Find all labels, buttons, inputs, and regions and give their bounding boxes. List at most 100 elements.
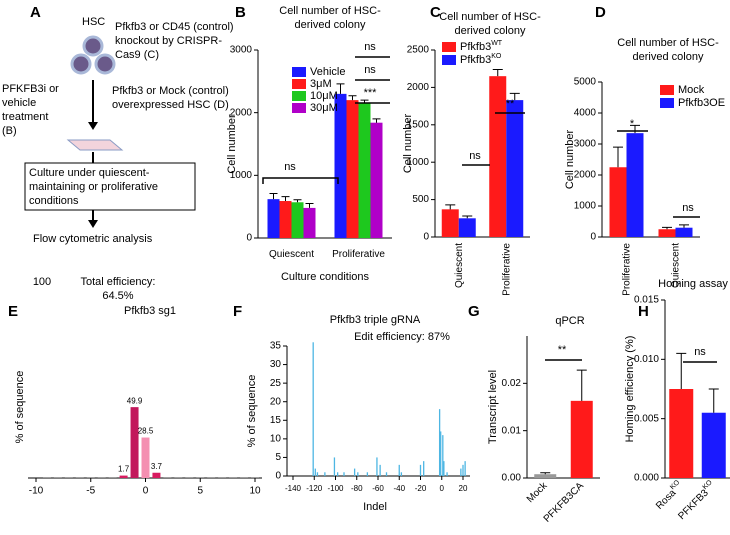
chart-title: Cell number of HSC-derived colony xyxy=(439,11,541,37)
error-bar xyxy=(492,68,503,77)
diagram-text: HSC xyxy=(82,16,106,28)
x-tick-label: -5 xyxy=(86,486,95,497)
bar xyxy=(207,477,216,478)
legend-swatch xyxy=(292,103,306,113)
bar xyxy=(440,431,442,476)
y-tick-label: 0.015 xyxy=(634,295,659,306)
bar xyxy=(458,218,476,237)
annotation: ns xyxy=(682,202,694,214)
legend-label-main: Mock xyxy=(678,84,705,96)
diagram-text: Flow cytometric analysis xyxy=(33,233,153,245)
y-tick-label: 2500 xyxy=(407,45,430,56)
chart-title: Cell number of HSC-derived colony xyxy=(617,37,719,63)
annotation: 100 xyxy=(33,276,51,288)
error-bar xyxy=(348,95,357,101)
bar xyxy=(675,227,693,237)
y-tick-label: 5000 xyxy=(574,77,597,88)
y-tick-label: 0.005 xyxy=(634,413,659,424)
x-tick-label: -40 xyxy=(393,484,405,493)
error-bar xyxy=(445,204,456,210)
x-tick-label-main: Proliferative xyxy=(621,243,632,296)
bar xyxy=(267,199,280,238)
error-bar xyxy=(630,124,640,134)
annotation: *** xyxy=(364,87,378,99)
bar xyxy=(314,468,316,476)
legend-label: 10μM xyxy=(310,90,338,102)
y-tick-label: 0.00 xyxy=(502,473,522,484)
y-tick-label: 1000 xyxy=(407,157,430,168)
x-tick-label: Proliferative xyxy=(332,249,385,260)
y-tick-label: 1000 xyxy=(574,201,597,212)
bar xyxy=(174,477,183,478)
bar xyxy=(86,477,95,478)
error-bar xyxy=(305,203,314,208)
bar xyxy=(379,464,381,476)
x-tick-label-main: Quiescent xyxy=(269,249,314,260)
legend-label-main: Vehicle xyxy=(310,66,345,78)
x-tick-label: -10 xyxy=(29,486,44,497)
bar xyxy=(346,100,359,238)
bar xyxy=(506,100,524,237)
bar xyxy=(460,468,462,476)
bar xyxy=(419,464,422,476)
bar xyxy=(701,412,726,478)
annotation: ns xyxy=(364,41,376,53)
diagram-text: Pfkfb3 or CD45 (control) knockout by CRI… xyxy=(115,21,234,61)
bar xyxy=(398,464,400,476)
bar xyxy=(316,472,319,476)
x-tick-label: 0 xyxy=(440,484,445,493)
y-tick-label: 1500 xyxy=(407,119,430,130)
annotation: ns xyxy=(284,161,296,173)
bar xyxy=(196,477,205,478)
bar xyxy=(658,229,676,237)
y-tick-label: 0.01 xyxy=(502,425,522,436)
chart-title: Cell number of HSC-derived colony xyxy=(279,5,381,31)
data-label: 3.7 xyxy=(151,462,163,471)
bar xyxy=(75,477,84,478)
x-tick-label: Proliferative xyxy=(501,243,512,296)
y-axis-label: Homing efficiency (%) xyxy=(624,336,636,443)
cell-icon xyxy=(82,35,104,57)
bar xyxy=(42,477,51,478)
x-axis-label: Culture conditions xyxy=(281,271,370,283)
bar xyxy=(152,472,161,478)
y-axis-label: % of sequence xyxy=(14,371,26,444)
legend-label: Pfkfb3KO xyxy=(460,53,502,66)
bar xyxy=(251,477,259,478)
error-bar xyxy=(336,83,345,94)
bar xyxy=(438,409,441,476)
x-tick-label: 5 xyxy=(197,486,203,497)
bar xyxy=(324,472,326,476)
x-tick-label-main: Mock xyxy=(525,480,550,505)
panel-label: E xyxy=(8,303,18,320)
data-label: 28.5 xyxy=(138,427,154,436)
y-tick-label: 3000 xyxy=(574,139,597,150)
bar xyxy=(336,472,339,476)
x-tick-label: RosaKO xyxy=(653,479,686,512)
legend-swatch xyxy=(442,55,456,65)
bar xyxy=(370,122,383,238)
bar xyxy=(669,389,694,478)
legend-label-main: 30μM xyxy=(310,102,338,114)
x-tick-label-main: Proliferative xyxy=(332,249,385,260)
bar xyxy=(343,472,345,476)
y-tick-label: 10 xyxy=(270,433,282,444)
bar xyxy=(279,201,292,238)
plate-icon xyxy=(66,139,124,151)
legend-swatch xyxy=(292,67,306,77)
y-tick-label: 0 xyxy=(246,233,252,244)
bar xyxy=(229,477,238,478)
annotation: ** xyxy=(558,344,567,356)
bar xyxy=(366,472,369,476)
bar xyxy=(108,477,117,478)
cell-icon xyxy=(94,53,116,75)
y-axis-label: % of sequence xyxy=(246,375,258,448)
panel-label: A xyxy=(30,4,41,21)
significance-line xyxy=(262,177,339,184)
legend-label-main: Pfkfb3 xyxy=(460,41,491,53)
legend-label: 3μM xyxy=(310,78,332,90)
legend-swatch xyxy=(292,79,306,89)
x-tick-label: Quiescent xyxy=(269,249,314,260)
bar xyxy=(385,472,388,476)
